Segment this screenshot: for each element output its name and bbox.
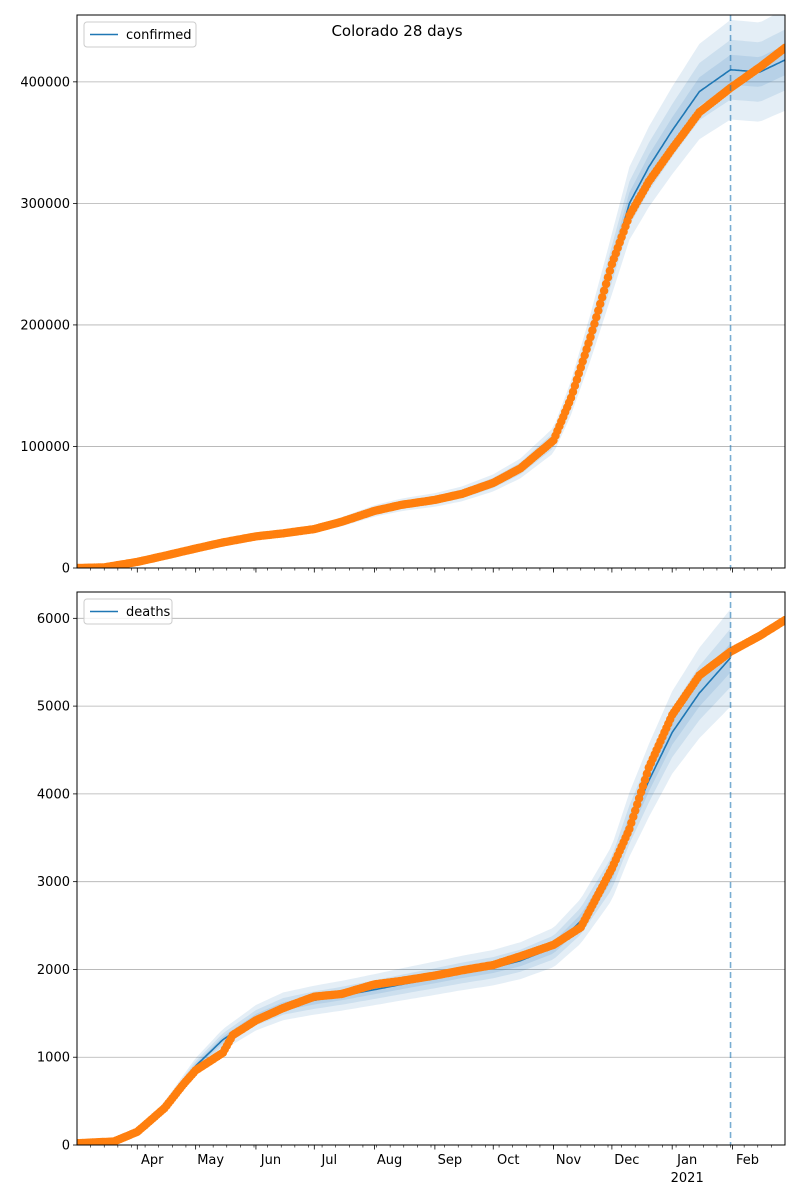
y-tick-label: 300000 xyxy=(20,197,70,212)
x-tick-label: Apr xyxy=(141,1153,164,1168)
observed-point xyxy=(598,293,607,302)
x-tick-label: Jan xyxy=(676,1153,697,1168)
legend: deaths xyxy=(83,598,173,625)
observed-point xyxy=(605,266,615,275)
x-tick-label: May xyxy=(197,1153,224,1168)
observed-point xyxy=(599,286,609,295)
x-tick-label: Sep xyxy=(438,1153,463,1168)
observed-point xyxy=(601,279,611,289)
y-tick-label: 100000 xyxy=(20,440,70,455)
y-tick-label: 2000 xyxy=(37,963,70,978)
observed-point xyxy=(586,332,595,342)
y-tick-label: 6000 xyxy=(37,612,70,627)
x-tick-label: Jun xyxy=(260,1153,281,1168)
y-tick-label: 0 xyxy=(62,1139,70,1154)
observed-point xyxy=(588,326,597,335)
observed-point xyxy=(592,313,601,322)
observed-point xyxy=(596,299,605,309)
legend-label: deaths xyxy=(126,605,171,620)
legend: confirmed xyxy=(83,21,197,48)
deaths-chart: 0 1000 2000 3000 4000 5000 6000 Apr May Jun Jul Aug… xyxy=(37,591,786,1186)
x-tick-label: Oct xyxy=(497,1153,519,1168)
observed-point xyxy=(594,306,603,315)
figure-title: Colorado 28 days xyxy=(331,22,462,40)
x-tick-label: Jul xyxy=(320,1153,337,1168)
confirmed-chart: 0 100000 200000 300000 400000 confirmed xyxy=(20,14,786,577)
observed-point xyxy=(603,273,613,282)
x-tick-label: Nov xyxy=(556,1153,582,1168)
x-year-label: 2021 xyxy=(671,1171,704,1186)
x-tick-label: Dec xyxy=(614,1153,639,1168)
y-tick-label: 200000 xyxy=(20,318,70,333)
x-tick-label: Aug xyxy=(377,1153,402,1168)
observed-point xyxy=(590,319,599,328)
y-tick-label: 0 xyxy=(62,562,70,577)
x-tick-label: Feb xyxy=(736,1153,759,1168)
uncertainty-band xyxy=(77,609,731,1145)
uncertainty-band xyxy=(77,15,785,568)
uncertainty-band xyxy=(77,29,785,568)
y-tick-label: 4000 xyxy=(37,787,70,802)
y-tick-label: 3000 xyxy=(37,875,70,890)
y-tick-label: 1000 xyxy=(37,1051,70,1066)
observed-point xyxy=(780,43,785,52)
y-tick-label: 400000 xyxy=(20,75,70,90)
observed-point xyxy=(780,615,785,625)
legend-label: confirmed xyxy=(126,28,192,43)
y-tick-label: 5000 xyxy=(37,700,70,715)
